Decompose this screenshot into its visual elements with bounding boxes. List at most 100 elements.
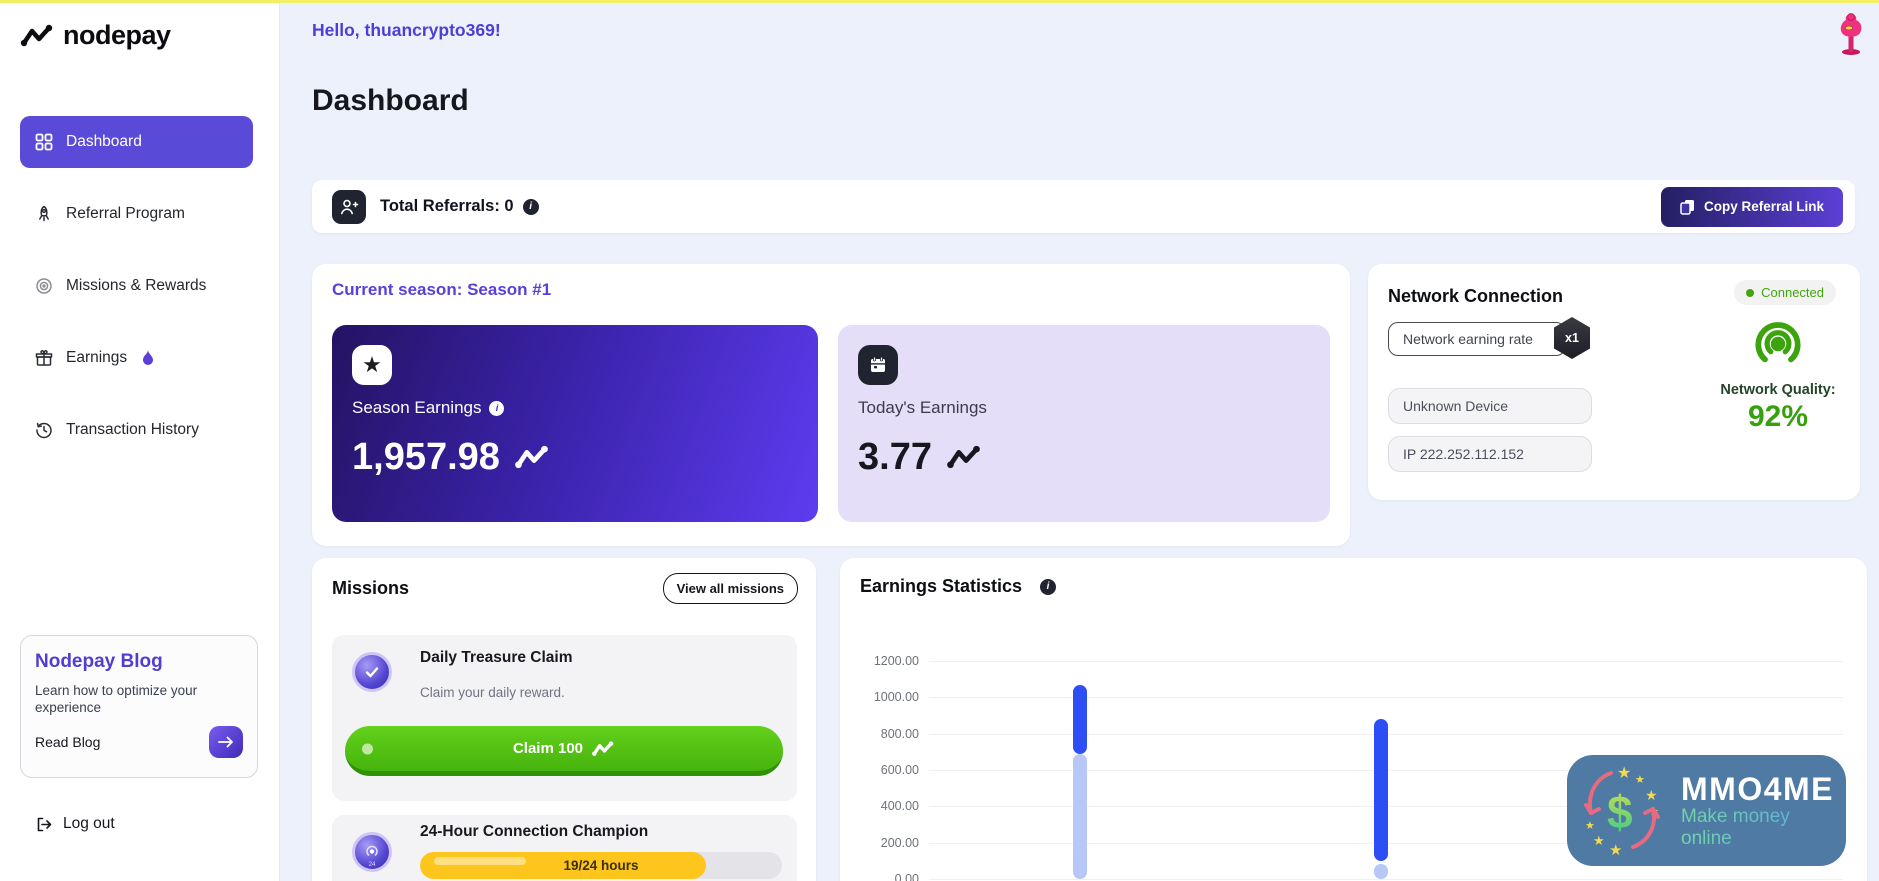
season-earnings-value: 1,957.98 [352, 436, 500, 478]
mission-title: 24-Hour Connection Champion [420, 823, 649, 840]
status-dot [1746, 288, 1755, 297]
network-connection-card: Network Connection Connected Network ear… [1368, 264, 1860, 500]
chart-gridline [929, 697, 1843, 699]
today-earnings-value: 3.77 [858, 436, 932, 478]
view-all-missions-button[interactable]: View all missions [662, 573, 798, 604]
mmo4me-watermark: ★ ★ ★ ★ ★ ★ ★ $ MMO4ME Make money online [1567, 755, 1846, 866]
sidebar-item-label: Transaction History [66, 421, 199, 438]
copy-icon [1680, 199, 1695, 215]
copy-referral-link-button[interactable]: Copy Referral Link [1661, 186, 1843, 227]
sidebar-item-earnings[interactable]: Earnings [20, 332, 253, 384]
today-earnings-label: Today's Earnings [858, 398, 987, 417]
info-icon[interactable]: i [489, 400, 505, 416]
sidebar-nav: Dashboard Referral Program [20, 116, 253, 476]
mission-progress-fill [420, 852, 706, 879]
sidebar-item-label: Dashboard [66, 133, 142, 150]
blog-title: Nodepay Blog [35, 651, 163, 672]
target-icon [35, 277, 53, 295]
blog-description: Learn how to optimize your experience [35, 683, 198, 715]
logo-text: nodepay [63, 20, 171, 50]
top-accent-strip [0, 0, 1879, 3]
mission-item-24h-connection: 24 24-Hour Connection Champion 19/24 hou… [332, 815, 797, 881]
missions-title: Missions [332, 578, 410, 598]
flame-icon [140, 349, 156, 367]
badge-24-label: 24 [368, 862, 376, 868]
avatar[interactable] [1834, 12, 1868, 56]
connection-status-badge: Connected [1734, 280, 1836, 305]
chart-plot: 1200.00 1000.00 800.00 600.00 400.00 200.00 0.… [874, 654, 1843, 881]
network-quality-value: 92% [1747, 400, 1809, 433]
chart-gridline [929, 879, 1843, 880]
watermark-title: MMO4ME [1681, 770, 1834, 807]
sidebar: nodepay Dashboard [0, 3, 280, 881]
watermark-subtitle: Make money online [1681, 806, 1834, 850]
network-earning-rate-box[interactable]: Network earning rate [1388, 322, 1566, 356]
info-icon[interactable]: i [522, 198, 539, 215]
chart-ytick-label: 1000.00 [873, 690, 919, 705]
claim-reward-button[interactable]: Claim 100 [345, 726, 783, 776]
mission-item-daily-treasure: Daily Treasure Claim Claim your daily re… [332, 635, 797, 801]
logout-label: Log out [63, 815, 115, 832]
sidebar-item-referral-program[interactable]: Referral Program [20, 188, 253, 240]
arrow-right-icon [218, 736, 234, 748]
referral-bar: Total Referrals: 0 i Copy Referral Link [312, 180, 1855, 233]
network-quality-block: Network Quality: 92% [1698, 316, 1858, 434]
chart-gridline [929, 661, 1843, 662]
chart-ytick-label: 400.00 [880, 799, 919, 814]
person-add-icon [332, 189, 366, 224]
mission-progress-bar: 19/24 hours [420, 852, 782, 879]
nodepay-wave-icon [944, 445, 984, 470]
chart-ytick-label: 800.00 [880, 726, 919, 741]
read-blog-arrow-button[interactable] [209, 726, 243, 758]
rocket-icon [35, 205, 53, 223]
nodepay-blog-card: Nodepay Blog Learn how to optimize your … [20, 635, 258, 778]
device-pill: Unknown Device [1388, 388, 1592, 424]
chart-bar-segment [1374, 719, 1389, 861]
mission-description: Claim your daily reward. [420, 685, 565, 700]
history-icon [35, 421, 53, 439]
earning-rate-label: Network earning rate [1403, 331, 1533, 347]
chart-ytick-label: 200.00 [880, 835, 919, 850]
nodepay-logo[interactable]: nodepay [20, 20, 171, 51]
season-card: Current season: Season #1 ★ Season Earni… [312, 264, 1350, 546]
today-earnings-tile: Today's Earnings 3.77 [838, 325, 1330, 522]
chart-ytick-label: 0.00 [894, 872, 919, 881]
gift-icon [35, 349, 53, 367]
earning-rate-row: Network earning rate x1 [1388, 317, 1590, 359]
chart-ytick-label: 600.00 [880, 763, 919, 777]
claim-button-label: Claim 100 [512, 740, 584, 757]
season-earnings-label: Season Earnings [352, 398, 482, 417]
page-title: Dashboard [312, 84, 469, 117]
calendar-icon [858, 345, 898, 385]
chart-bar-segment [1374, 864, 1389, 879]
check-badge-icon [352, 652, 392, 692]
radar-badge-icon: 24 [352, 832, 392, 872]
nodepay-wave-icon [512, 445, 552, 470]
logout-button[interactable]: Log out [36, 815, 115, 833]
season-earnings-tile: ★ Season Earnings i 1,957.98 [332, 325, 818, 522]
device-label: Unknown Device [1403, 398, 1509, 414]
dollar-icon: $ [1607, 785, 1633, 838]
star-icon: ★ [352, 345, 392, 385]
sidebar-item-label: Earnings [66, 349, 128, 366]
current-season-heading: Current season: Season #1 [332, 280, 552, 299]
chart-bar-segment [1072, 753, 1087, 879]
status-label: Connected [1761, 285, 1824, 300]
read-blog-link[interactable]: Read Blog [35, 734, 101, 750]
missions-card: Missions View all missions Daily Treasur… [312, 558, 816, 881]
ip-pill: IP 222.252.112.152 [1388, 436, 1592, 472]
nodepay-wave-icon [20, 24, 54, 48]
earning-rate-multiplier-badge: x1 [1554, 317, 1590, 359]
sidebar-item-label: Referral Program [66, 205, 185, 222]
nodepay-wave-icon [591, 740, 615, 757]
radar-icon [1698, 316, 1858, 374]
info-icon[interactable]: i [1040, 578, 1057, 595]
earnings-statistics-title: Earnings Statistics [860, 576, 1023, 596]
sidebar-item-missions-rewards[interactable]: Missions & Rewards [20, 260, 253, 312]
greeting-text: Hello, thuancrypto369! [312, 20, 501, 40]
network-connection-title: Network Connection [1388, 286, 1564, 306]
mission-title: Daily Treasure Claim [420, 649, 573, 666]
claim-button-dot [362, 743, 373, 754]
sidebar-item-dashboard[interactable]: Dashboard [20, 116, 253, 168]
sidebar-item-transaction-history[interactable]: Transaction History [20, 404, 253, 456]
